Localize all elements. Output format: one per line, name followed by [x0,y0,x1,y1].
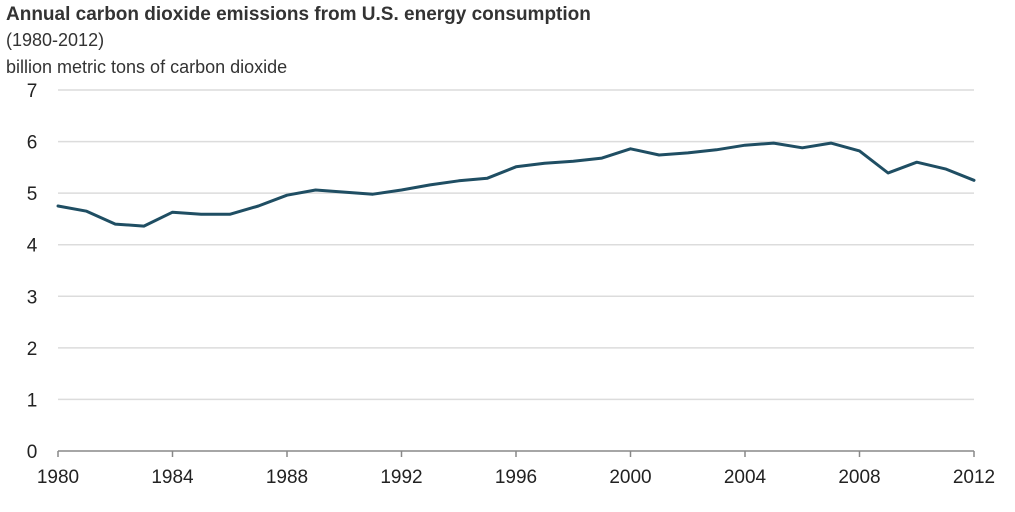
y-tick-label-1: 1 [27,390,38,411]
y-axis-label: billion metric tons of carbon dioxide [6,57,288,77]
y-tick-label-0: 0 [27,442,38,463]
series-layer [56,141,976,228]
x-tick-label-2012: 2012 [953,467,995,488]
y-tick-label-4: 4 [27,236,38,257]
x-tick-label-1980: 1980 [37,467,79,488]
x-tick-label-1984: 1984 [151,467,194,488]
x-tick-label-1996: 1996 [495,467,537,488]
y-tick-label-7: 7 [27,81,38,102]
y-tick-label-5: 5 [27,184,38,205]
x-axis: 1980 1984 1988 1992 1996 2000 2004 2008 2012 [37,450,995,488]
x-tick-label-2008: 2008 [838,467,880,488]
y-tick-label-2: 2 [27,339,38,360]
x-tick-label-1992: 1992 [380,467,422,488]
y-axis-ticks: 0 1 2 3 4 5 6 7 [27,81,38,463]
y-tick-label-6: 6 [27,133,38,154]
x-tick-label-1988: 1988 [266,467,308,488]
x-tick-label-2000: 2000 [609,467,651,488]
y-tick-label-3: 3 [27,287,38,308]
chart-title: Annual carbon dioxide emissions from U.S… [6,4,591,25]
gridlines [58,89,974,401]
x-tick-label-2004: 2004 [724,467,767,488]
chart-subtitle: (1980-2012) [6,30,105,50]
series-line-0 [56,141,976,228]
